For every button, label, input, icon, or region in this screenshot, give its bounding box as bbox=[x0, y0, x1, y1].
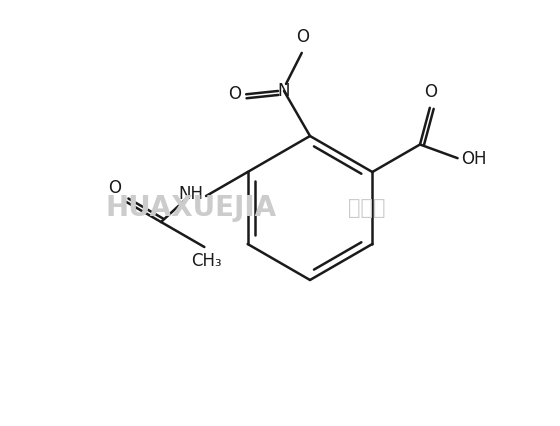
Text: O: O bbox=[109, 179, 122, 197]
Text: N: N bbox=[278, 82, 290, 100]
Text: HUAXUEJIA: HUAXUEJIA bbox=[105, 194, 276, 222]
Text: O: O bbox=[228, 85, 241, 103]
Text: OH: OH bbox=[461, 150, 487, 168]
Text: O: O bbox=[296, 28, 309, 46]
Text: O: O bbox=[424, 83, 437, 101]
Text: 化学加: 化学加 bbox=[348, 198, 385, 218]
Text: CH₃: CH₃ bbox=[191, 252, 222, 270]
Text: NH: NH bbox=[178, 185, 203, 203]
